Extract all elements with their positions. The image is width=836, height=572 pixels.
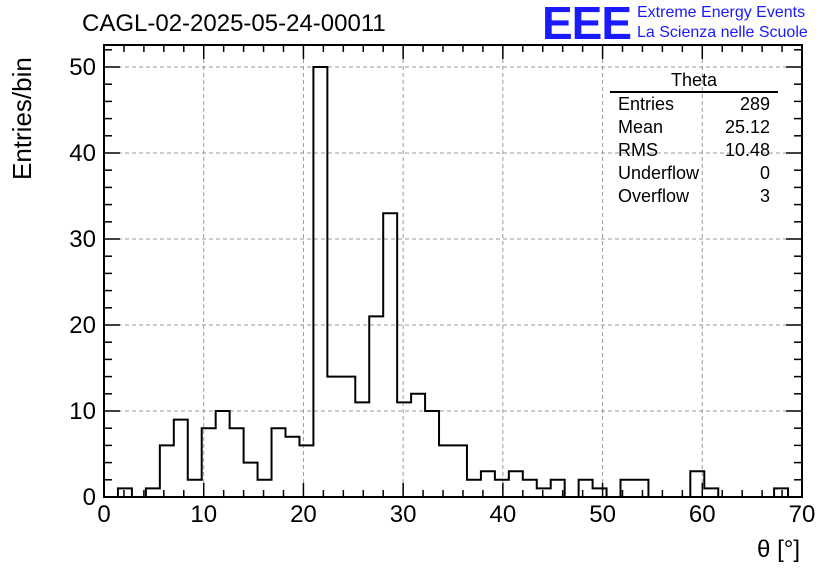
- y-tick-label: 10: [69, 398, 96, 425]
- stats-row-mean: Mean 25.12: [610, 116, 778, 139]
- histogram-bin: [537, 488, 551, 497]
- histogram-bin: [188, 480, 202, 497]
- y-tick-label: 20: [69, 312, 96, 339]
- histogram-bin: [355, 402, 369, 497]
- histogram-bin: [146, 488, 160, 497]
- stats-row-underflow: Underflow 0: [610, 162, 778, 185]
- stats-value: 25.12: [724, 117, 770, 137]
- histogram-bin: [397, 402, 411, 497]
- stats-row-rms: RMS 10.48: [610, 139, 778, 162]
- y-tick-label: 40: [69, 140, 96, 167]
- logo-caption-line1: Extreme Energy Events: [637, 4, 806, 21]
- y-axis-label: Entries/bin: [7, 57, 37, 180]
- stats-label: Underflow: [618, 163, 700, 183]
- eee-logo: EEE: [542, 0, 632, 49]
- x-tick-label: 60: [689, 501, 716, 528]
- y-tick-label: 0: [83, 484, 96, 511]
- x-tick-label: 30: [390, 501, 417, 528]
- histogram-bin: [411, 394, 425, 497]
- histogram-bin: [523, 480, 537, 497]
- histogram-bin: [272, 428, 286, 497]
- chart-title: CAGL-02-2025-05-24-00011: [82, 10, 386, 37]
- histogram-bin: [425, 411, 439, 497]
- stats-box: Theta Entries 289 Mean 25.12 RMS 10.48 Unde…: [610, 70, 778, 208]
- stats-label: Overflow: [618, 186, 690, 206]
- stats-value: 10.48: [724, 140, 770, 160]
- histogram-bin: [160, 445, 174, 497]
- histogram-bin: [258, 480, 272, 497]
- stats-value: 0: [759, 163, 770, 183]
- plot-frame: [103, 44, 803, 498]
- histogram-bin: [579, 480, 593, 497]
- histogram-bin: [313, 67, 327, 497]
- histogram-bin: [704, 488, 718, 497]
- histogram-bin: [467, 480, 481, 497]
- logo-caption-line2: La Scienza nelle Scuole: [637, 24, 808, 41]
- histogram-bin: [383, 213, 397, 497]
- stats-title: Theta: [610, 70, 778, 93]
- x-tick-label: 40: [490, 501, 517, 528]
- x-tick-label: 10: [190, 501, 217, 528]
- stats-label: Entries: [618, 94, 675, 114]
- stats-value: 289: [739, 94, 770, 114]
- stats-label: Mean: [618, 117, 664, 137]
- histogram-bin: [495, 480, 509, 497]
- x-axis-label: θ [°]: [757, 536, 800, 563]
- y-tick-label: 50: [69, 54, 96, 81]
- histogram-bin: [244, 463, 258, 497]
- histogram-bin: [216, 411, 230, 497]
- x-tick-label: 70: [789, 501, 816, 528]
- axis-ticks: [103, 45, 803, 498]
- stats-label: RMS: [618, 140, 658, 160]
- stats-value: 3: [759, 186, 770, 206]
- histogram-bin: [593, 488, 607, 497]
- stats-row-overflow: Overflow 3: [610, 185, 778, 208]
- stats-row-entries: Entries 289: [610, 93, 778, 116]
- histogram-bin: [634, 480, 648, 497]
- x-tick-label: 0: [97, 501, 110, 528]
- histogram-bin: [174, 420, 188, 497]
- x-tick-label: 50: [589, 501, 616, 528]
- histogram-bin: [774, 488, 788, 497]
- histogram-bin: [509, 471, 523, 497]
- histogram-bin: [118, 488, 132, 497]
- histogram-bin: [285, 437, 299, 497]
- histogram-bin: [453, 445, 467, 497]
- grid-lines: [104, 45, 802, 497]
- histogram-bin: [341, 377, 355, 497]
- histogram-bin: [299, 445, 313, 497]
- histogram-bin: [327, 377, 341, 497]
- histogram-bin: [439, 445, 453, 497]
- y-tick-label: 30: [69, 226, 96, 253]
- x-tick-label: 20: [290, 501, 317, 528]
- histogram-bin: [230, 428, 244, 497]
- histogram-bin: [369, 316, 383, 497]
